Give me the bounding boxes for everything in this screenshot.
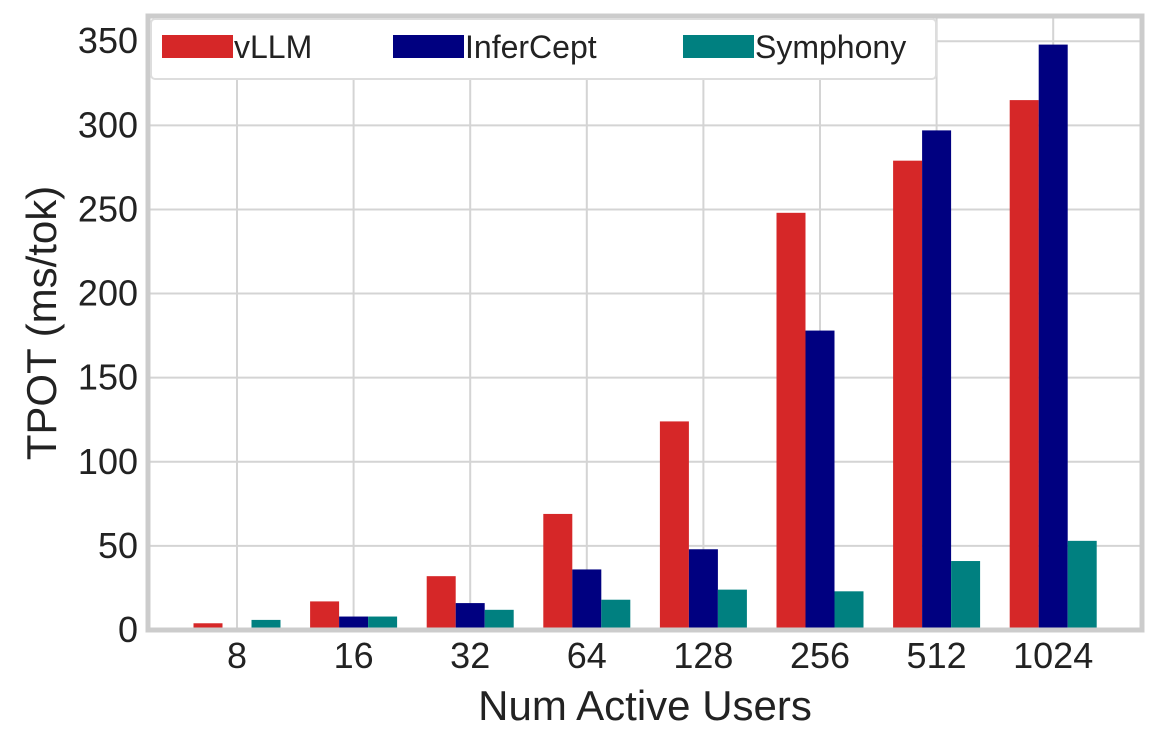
x-axis-title: Num Active Users — [478, 682, 812, 729]
bar-vllm-16 — [310, 601, 340, 630]
x-tick-label: 16 — [334, 635, 374, 676]
legend-swatch-infercept — [393, 35, 464, 58]
bar-vllm-32 — [426, 576, 456, 630]
bar-symphony-128 — [717, 589, 747, 630]
bar-vllm-8 — [193, 623, 223, 630]
x-tick-label: 256 — [790, 635, 850, 676]
bar-vllm-1024 — [1009, 100, 1039, 630]
bar-vllm-64 — [543, 513, 573, 630]
y-tick-label: 300 — [78, 104, 138, 145]
legend-items: vLLM InferCept Symphony — [162, 29, 906, 65]
x-tick-label: 1024 — [1013, 635, 1093, 676]
bar-layer — [193, 44, 1097, 630]
legend-swatch-vllm — [162, 35, 233, 58]
bar-infercept-32 — [455, 603, 485, 630]
y-tick-label: 250 — [78, 188, 138, 229]
y-tick-label: 150 — [78, 357, 138, 398]
bar-infercept-16 — [339, 616, 369, 630]
legend-swatch-symphony — [683, 35, 754, 58]
bar-infercept-1024 — [1038, 44, 1068, 630]
x-tick-label: 8 — [227, 635, 247, 676]
legend-label-infercept: InferCept — [465, 29, 597, 65]
y-tick-label: 50 — [98, 525, 138, 566]
x-tick-label: 128 — [673, 635, 733, 676]
bar-vllm-128 — [659, 421, 689, 630]
y-tick-label: 100 — [78, 441, 138, 482]
bar-vllm-256 — [776, 212, 806, 630]
bar-infercept-128 — [688, 549, 718, 630]
bar-symphony-16 — [368, 616, 398, 630]
y-axis-title: TPOT (ms/tok) — [18, 186, 65, 461]
y-tick-label: 350 — [78, 20, 138, 61]
x-tick-label: 512 — [907, 635, 967, 676]
y-tick-label: 0 — [118, 609, 138, 650]
legend-label-symphony: Symphony — [755, 29, 906, 65]
bar-vllm-512 — [893, 160, 923, 630]
x-tick-label: 64 — [567, 635, 607, 676]
bar-infercept-64 — [572, 569, 602, 630]
legend-box — [150, 18, 937, 80]
x-tick-labels: 8 16 32 64 128 256 512 1024 — [227, 635, 1093, 676]
x-tick-label: 32 — [450, 635, 490, 676]
y-tick-label: 200 — [78, 273, 138, 314]
bar-symphony-8 — [251, 619, 281, 630]
bar-infercept-512 — [922, 130, 952, 630]
bar-symphony-1024 — [1067, 540, 1097, 630]
bar-symphony-512 — [951, 561, 981, 630]
bar-infercept-256 — [805, 330, 835, 630]
legend-label-vllm: vLLM — [234, 29, 312, 65]
bar-symphony-256 — [834, 591, 864, 630]
y-tick-labels: 0 50 100 150 200 250 300 350 — [78, 20, 138, 650]
grid-layer — [148, 16, 1142, 631]
legend: vLLM InferCept Symphony — [150, 18, 937, 80]
plot-frame — [145, 13, 1145, 633]
bar-symphony-32 — [484, 609, 514, 630]
bar-symphony-64 — [601, 599, 631, 630]
